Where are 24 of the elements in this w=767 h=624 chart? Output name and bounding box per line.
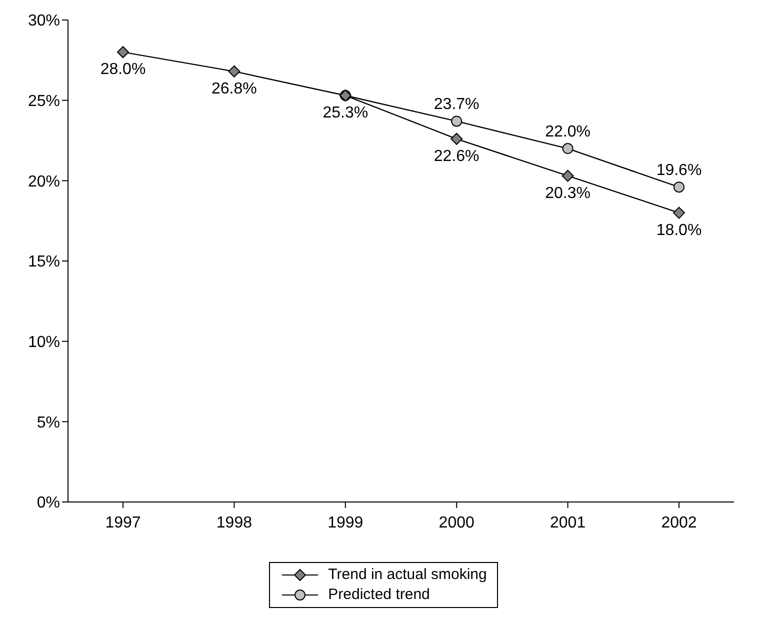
y-tick-label: 25%	[28, 93, 60, 110]
y-tick-label: 5%	[36, 414, 60, 432]
legend-label: Trend in actual smoking	[328, 565, 487, 585]
data-label: 22.0%	[545, 124, 590, 141]
x-tick-label: 2002	[661, 514, 697, 532]
data-label: 19.6%	[656, 162, 702, 180]
y-tick-label: 30%	[28, 12, 60, 30]
x-tick-label: 2001	[550, 514, 586, 532]
x-tick-label: 1998	[216, 514, 252, 532]
data-label: 25.3%	[322, 104, 368, 122]
x-tick-label: 1999	[328, 514, 364, 532]
data-label: 22.6%	[434, 148, 480, 165]
data-label: 26.8%	[212, 80, 257, 98]
data-label: 20.3%	[545, 184, 590, 202]
legend-label: Predicted trend	[328, 585, 430, 605]
y-tick-label: 20%	[28, 173, 60, 190]
data-label: 23.7%	[434, 96, 480, 114]
x-tick-label: 1997	[105, 514, 141, 532]
y-tick-label: 10%	[28, 334, 60, 352]
y-tick-label: 0%	[36, 494, 60, 512]
y-tick-label: 15%	[28, 254, 60, 271]
data-label: 28.0%	[100, 61, 146, 78]
data-label: 18.0%	[656, 222, 702, 239]
x-tick-label: 2000	[438, 514, 474, 532]
